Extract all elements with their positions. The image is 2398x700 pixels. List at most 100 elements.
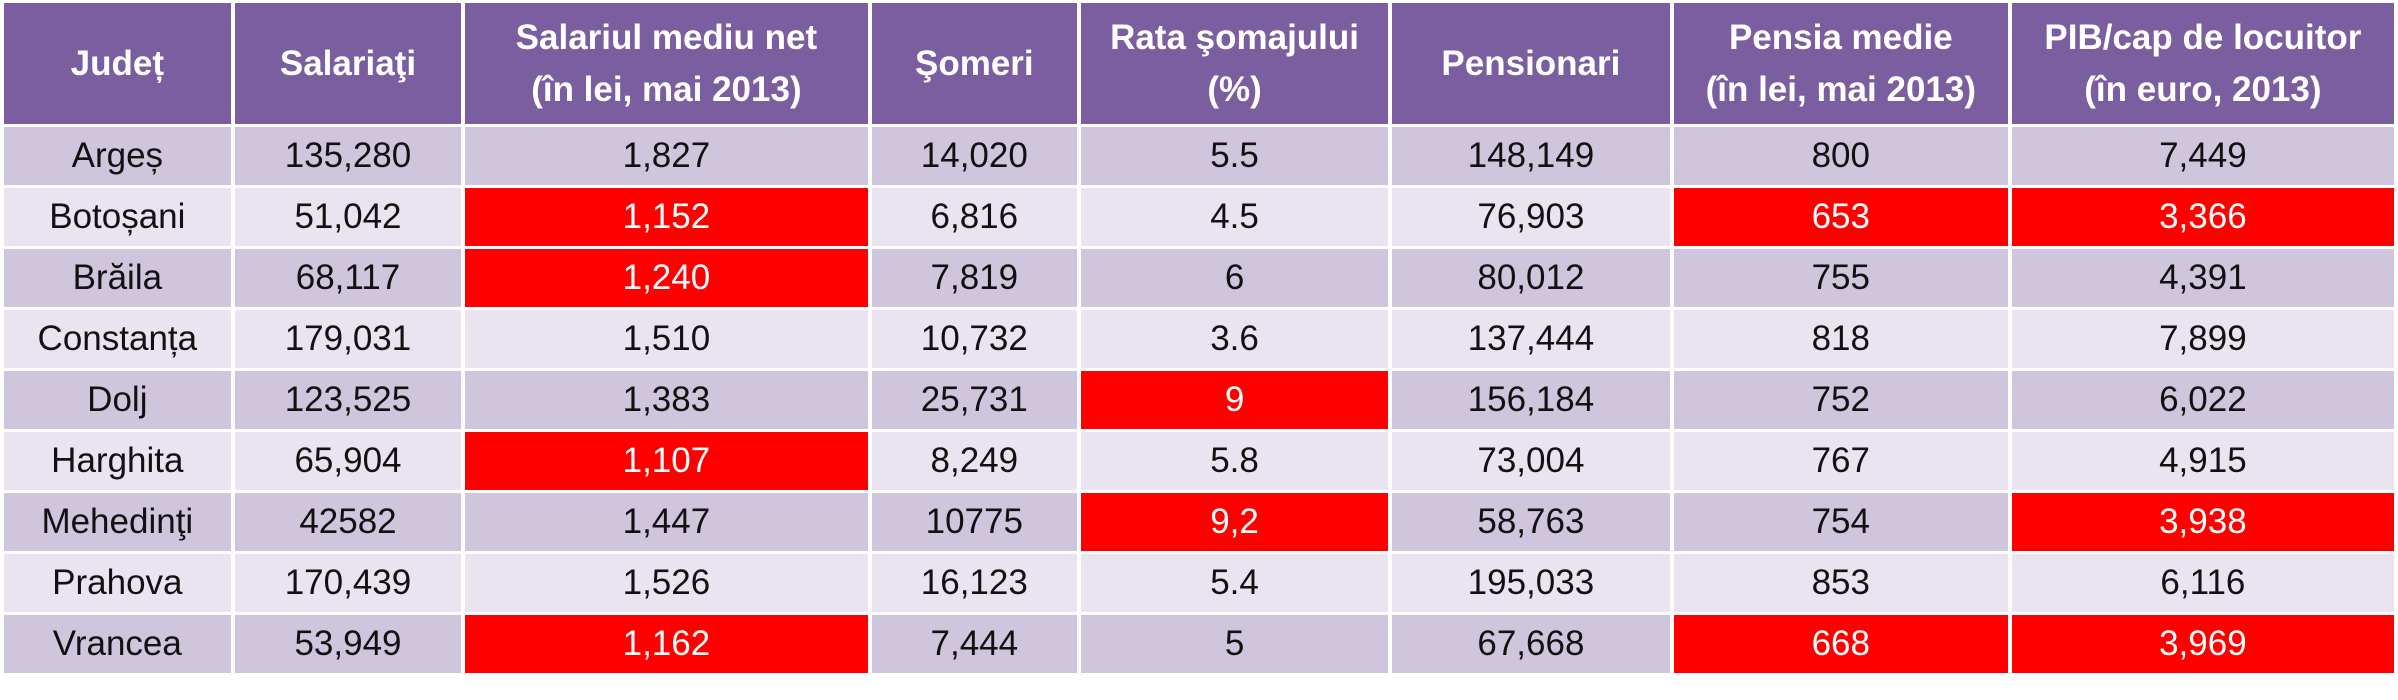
cell-pensioners: 195,033 [1392, 554, 1670, 612]
cell-avg-pension: 853 [1673, 554, 2008, 612]
column-header-employees: Salariaţi [234, 3, 462, 124]
cell-unemployed: 25,731 [871, 371, 1078, 429]
cell-pensioners: 73,004 [1392, 432, 1670, 490]
column-header-title: Județ [70, 43, 164, 83]
cell-employees: 123,525 [234, 371, 462, 429]
cell-unemployment-rate: 4.5 [1081, 188, 1388, 246]
cell-gdp-per-capita: 3,366 [2011, 188, 2394, 246]
cell-unemployment-rate: 5.8 [1081, 432, 1388, 490]
county-name-cell: Mehedinţi [4, 493, 231, 551]
cell-gdp-per-capita: 3,938 [2011, 493, 2394, 551]
column-header-subtitle: (%) [1207, 69, 1262, 109]
cell-pensioners: 137,444 [1392, 310, 1670, 368]
cell-pensioners: 148,149 [1392, 127, 1670, 185]
cell-gdp-per-capita: 4,915 [2011, 432, 2394, 490]
cell-avg-pension: 668 [1673, 615, 2008, 673]
column-header-title: Şomeri [914, 43, 1034, 83]
cell-unemployment-rate: 5 [1081, 615, 1388, 673]
column-header-subtitle: (în euro, 2013) [2084, 69, 2322, 109]
cell-unemployed: 7,444 [871, 615, 1078, 673]
cell-employees: 42582 [234, 493, 462, 551]
cell-employees: 65,904 [234, 432, 462, 490]
cell-net-salary: 1,107 [465, 432, 868, 490]
cell-unemployed: 16,123 [871, 554, 1078, 612]
cell-gdp-per-capita: 7,899 [2011, 310, 2394, 368]
column-header-unemployment-rate: Rata şomajului (%) [1081, 3, 1388, 124]
cell-gdp-per-capita: 4,391 [2011, 249, 2394, 307]
column-header-title: Salariaţi [279, 43, 417, 83]
cell-unemployed: 8,249 [871, 432, 1078, 490]
table-row: Constanța 179,031 1,510 10,732 3.6 137,444 818… [4, 310, 2394, 368]
column-header-title: Salariul mediu net [515, 17, 818, 57]
column-header-title: Rata şomajului [1110, 17, 1360, 57]
cell-avg-pension: 653 [1673, 188, 2008, 246]
cell-unemployed: 7,819 [871, 249, 1078, 307]
table-row: Botoșani 51,042 1,152 6,816 4.5 76,903 653 3,36… [4, 188, 2394, 246]
table-body: Argeș 135,280 1,827 14,020 5.5 148,149 800 7,44… [4, 127, 2394, 673]
column-header-subtitle: (în lei, mai 2013) [531, 69, 802, 109]
column-header-avg-pension: Pensia medie (în lei, mai 2013) [1673, 3, 2008, 124]
cell-employees: 53,949 [234, 615, 462, 673]
cell-net-salary: 1,240 [465, 249, 868, 307]
cell-avg-pension: 800 [1673, 127, 2008, 185]
table-row: Dolj 123,525 1,383 25,731 9 156,184 752 6,022 [4, 371, 2394, 429]
column-header-pensioners: Pensionari [1392, 3, 1670, 124]
cell-unemployment-rate: 3.6 [1081, 310, 1388, 368]
cell-net-salary: 1,162 [465, 615, 868, 673]
cell-unemployed: 14,020 [871, 127, 1078, 185]
column-header-title: Pensia medie [1728, 17, 1953, 57]
cell-net-salary: 1,526 [465, 554, 868, 612]
cell-avg-pension: 752 [1673, 371, 2008, 429]
county-name-cell: Dolj [4, 371, 231, 429]
cell-pensioners: 156,184 [1392, 371, 1670, 429]
county-statistics-table: Județ Salariaţi Salariul mediu net (în lei,… [4, 3, 2394, 673]
table-row: Harghita 65,904 1,107 8,249 5.8 73,004 767 4,91… [4, 432, 2394, 490]
cell-net-salary: 1,510 [465, 310, 868, 368]
cell-employees: 170,439 [234, 554, 462, 612]
cell-employees: 135,280 [234, 127, 462, 185]
column-header-subtitle: (în lei, mai 2013) [1705, 69, 1976, 109]
column-header-net-salary: Salariul mediu net (în lei, mai 2013) [465, 3, 868, 124]
cell-gdp-per-capita: 3,969 [2011, 615, 2394, 673]
cell-avg-pension: 755 [1673, 249, 2008, 307]
cell-employees: 179,031 [234, 310, 462, 368]
cell-employees: 68,117 [234, 249, 462, 307]
column-header-title: Pensionari [1441, 43, 1621, 83]
cell-gdp-per-capita: 6,022 [2011, 371, 2394, 429]
column-header-unemployed: Şomeri [871, 3, 1078, 124]
table-row: Vrancea 53,949 1,162 7,444 5 67,668 668 3,969 [4, 615, 2394, 673]
county-name-cell: Brăila [4, 249, 231, 307]
county-name-cell: Botoșani [4, 188, 231, 246]
cell-avg-pension: 818 [1673, 310, 2008, 368]
table-row: Brăila 68,117 1,240 7,819 6 80,012 755 4,391 [4, 249, 2394, 307]
cell-pensioners: 76,903 [1392, 188, 1670, 246]
table-header-row: Județ Salariaţi Salariul mediu net (în lei,… [4, 3, 2394, 124]
cell-unemployed: 10,732 [871, 310, 1078, 368]
column-header-gdp-per-capita: PIB/cap de locuitor (în euro, 2013) [2011, 3, 2394, 124]
county-name-cell: Argeș [4, 127, 231, 185]
county-name-cell: Prahova [4, 554, 231, 612]
cell-unemployment-rate: 9 [1081, 371, 1388, 429]
cell-unemployment-rate: 6 [1081, 249, 1388, 307]
table-row: Mehedinţi 42582 1,447 10775 9,2 58,763 754 3,93… [4, 493, 2394, 551]
column-header-county: Județ [4, 3, 231, 124]
county-name-cell: Harghita [4, 432, 231, 490]
cell-unemployed: 6,816 [871, 188, 1078, 246]
cell-avg-pension: 754 [1673, 493, 2008, 551]
table-row: Prahova 170,439 1,526 16,123 5.4 195,033 853 6,… [4, 554, 2394, 612]
column-header-title: PIB/cap de locuitor [2044, 17, 2362, 57]
cell-gdp-per-capita: 6,116 [2011, 554, 2394, 612]
county-name-cell: Vrancea [4, 615, 231, 673]
cell-unemployment-rate: 5.4 [1081, 554, 1388, 612]
cell-avg-pension: 767 [1673, 432, 2008, 490]
cell-net-salary: 1,383 [465, 371, 868, 429]
cell-employees: 51,042 [234, 188, 462, 246]
cell-net-salary: 1,827 [465, 127, 868, 185]
cell-net-salary: 1,447 [465, 493, 868, 551]
cell-net-salary: 1,152 [465, 188, 868, 246]
cell-unemployment-rate: 9,2 [1081, 493, 1388, 551]
cell-pensioners: 67,668 [1392, 615, 1670, 673]
cell-gdp-per-capita: 7,449 [2011, 127, 2394, 185]
cell-pensioners: 80,012 [1392, 249, 1670, 307]
